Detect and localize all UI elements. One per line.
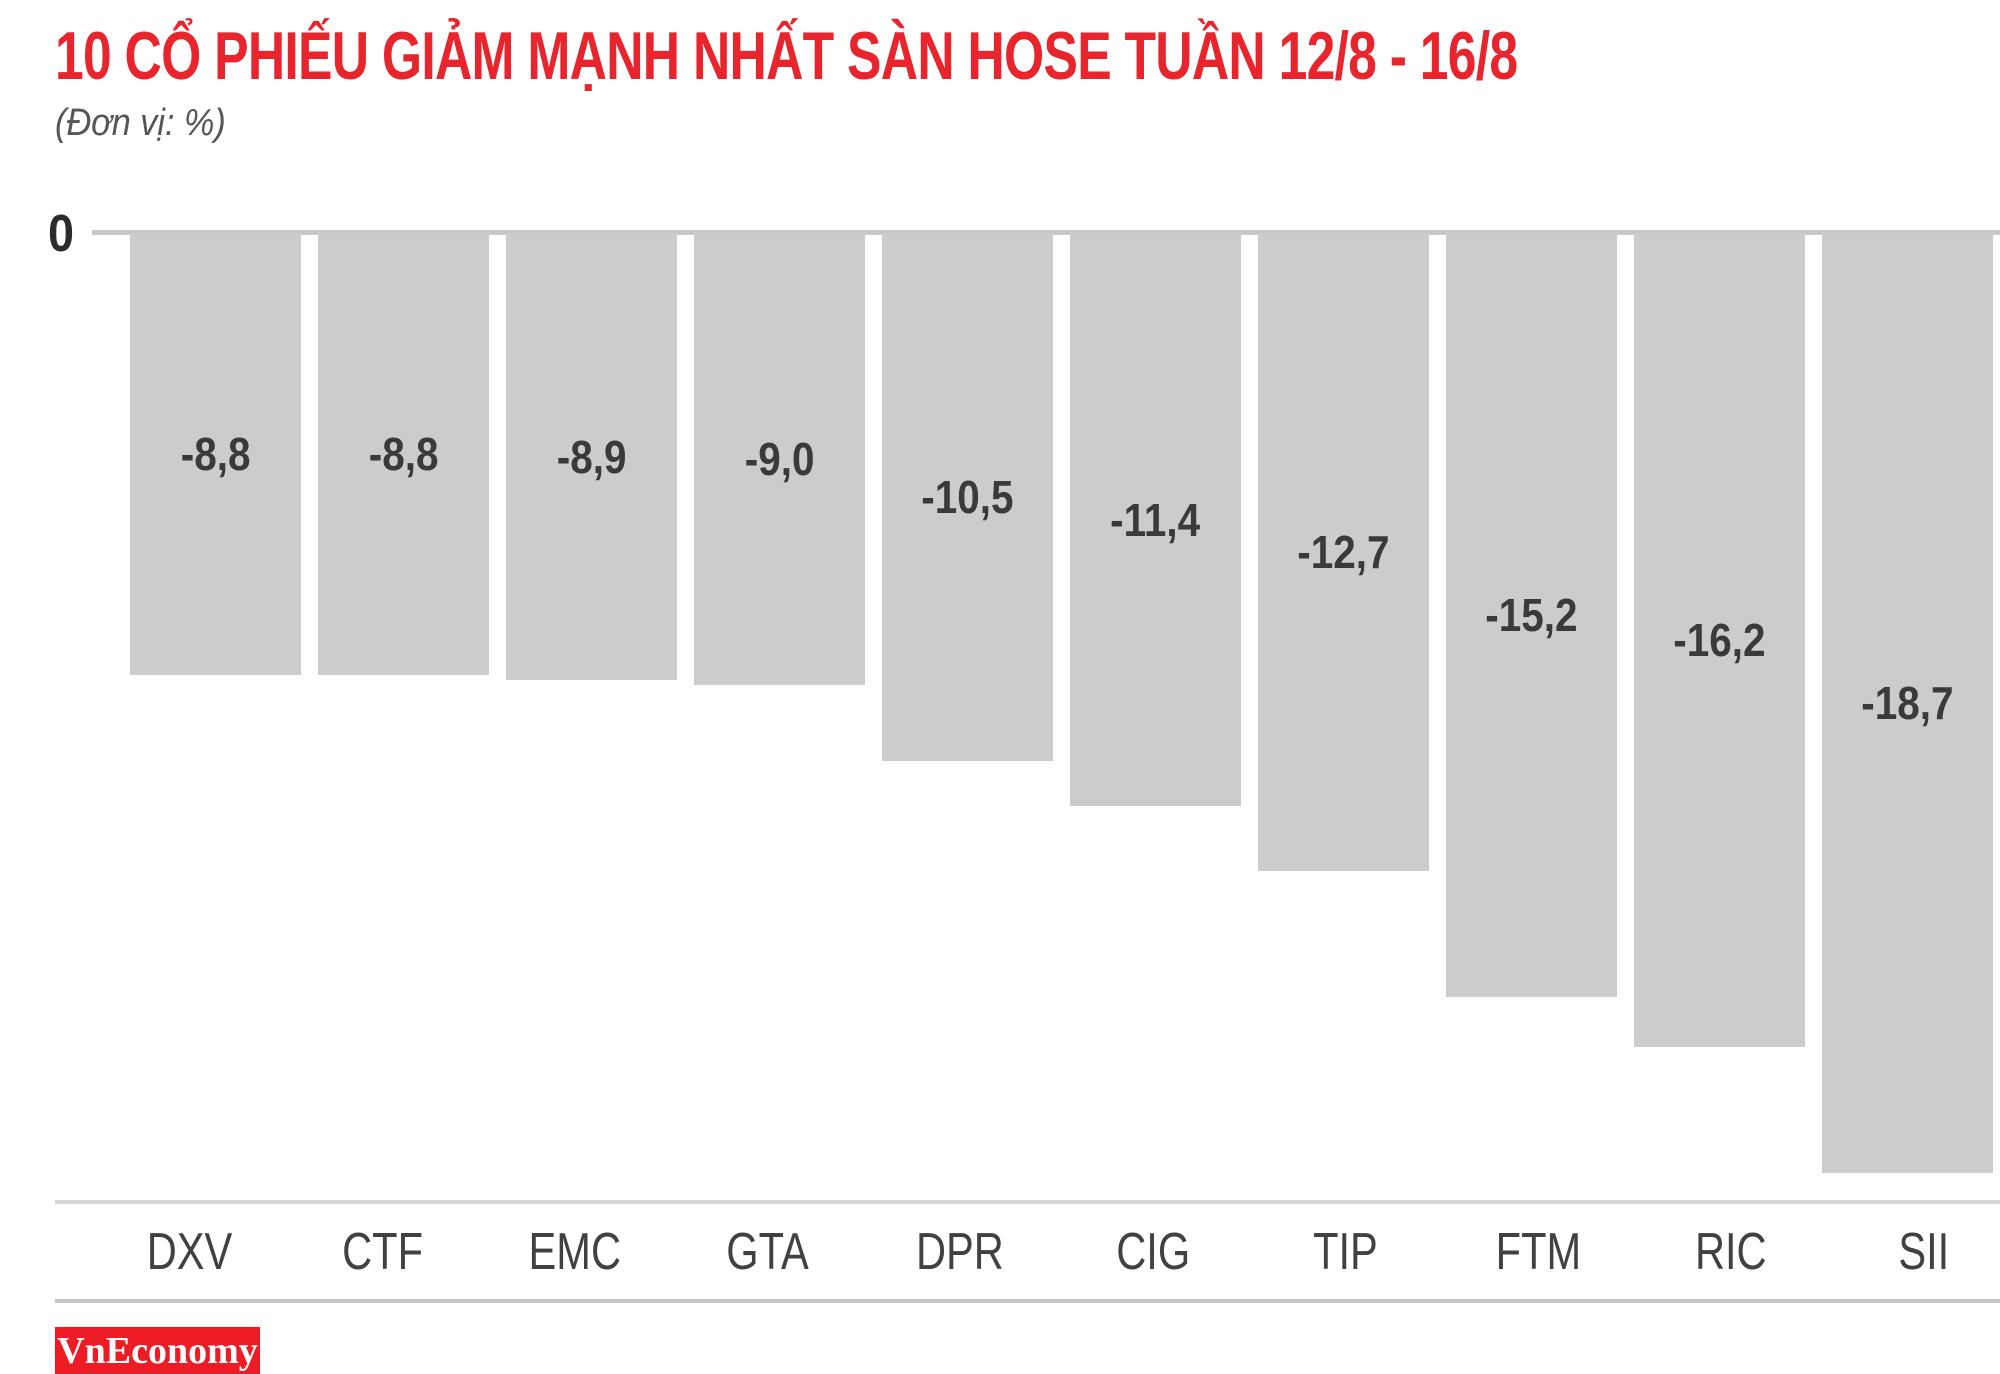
bar-emc: -8,9	[506, 233, 677, 680]
bar-value-label: -12,7	[1297, 526, 1390, 578]
bar-value-label: -10,5	[921, 471, 1014, 523]
category-cell-ric: RIC	[1635, 1204, 1828, 1299]
category-cell-dxv: DXV	[93, 1204, 286, 1299]
category-label: SII	[1898, 1222, 1950, 1281]
chart-title: 10 CỔ PHIẾU GIẢM MẠNH NHẤT SÀN HOSE TUẦN…	[55, 18, 1518, 94]
category-cell-emc: EMC	[478, 1204, 671, 1299]
category-cell-dpr: DPR	[864, 1204, 1057, 1299]
chart-unit-subtitle: (Đơn vị: %)	[55, 102, 226, 144]
bar-sii: -18,7	[1822, 233, 1993, 1173]
category-label: TIP	[1313, 1222, 1378, 1281]
bar-value-label: -8,8	[180, 428, 251, 480]
category-cell-tip: TIP	[1249, 1204, 1442, 1299]
category-label: CIG	[1115, 1222, 1190, 1281]
category-label: DPR	[916, 1222, 1005, 1281]
category-label: RIC	[1695, 1222, 1767, 1281]
bar-ric: -16,2	[1634, 233, 1805, 1047]
bar-ftm: -15,2	[1446, 233, 1617, 997]
zero-baseline	[92, 230, 2000, 235]
bar-gta: -9,0	[694, 233, 865, 685]
y-axis-zero-tick: 0	[48, 205, 75, 263]
category-cell-ftm: FTM	[1442, 1204, 1635, 1299]
category-cell-sii: SII	[1827, 1204, 2000, 1299]
bar-cig: -11,4	[1070, 233, 1241, 806]
bar-value-label: -8,8	[368, 428, 439, 480]
category-label: GTA	[726, 1222, 809, 1281]
bar-value-label: -11,4	[1110, 493, 1201, 546]
vneconomy-logo-text: VnEconomy	[57, 1329, 258, 1372]
bar-tip: -12,7	[1258, 233, 1429, 871]
category-cell-ctf: CTF	[286, 1204, 479, 1299]
category-cell-cig: CIG	[1057, 1204, 1250, 1299]
bar-value-label: -9,0	[744, 433, 815, 485]
bar-value-label: -15,2	[1485, 589, 1578, 641]
category-label: FTM	[1495, 1222, 1582, 1281]
category-axis: DXV CTF EMC GTA DPR CIG TIP FTM RIC SII	[93, 1204, 2000, 1299]
bar-dpr: -10,5	[882, 233, 1053, 761]
bar-value-label: -16,2	[1673, 614, 1766, 666]
category-label: CTF	[341, 1222, 423, 1281]
category-label: EMC	[528, 1222, 621, 1281]
bar-ctf: -8,8	[318, 233, 489, 675]
category-label: DXV	[146, 1222, 233, 1281]
category-cell-gta: GTA	[671, 1204, 864, 1299]
bar-value-label: -18,7	[1861, 677, 1954, 729]
bar-dxv: -8,8	[130, 233, 301, 675]
vneconomy-logo: VnEconomy	[55, 1327, 260, 1374]
bar-value-label: -8,9	[556, 430, 627, 483]
separator-line-bottom	[55, 1299, 2000, 1303]
separator-line-top	[55, 1200, 2000, 1204]
